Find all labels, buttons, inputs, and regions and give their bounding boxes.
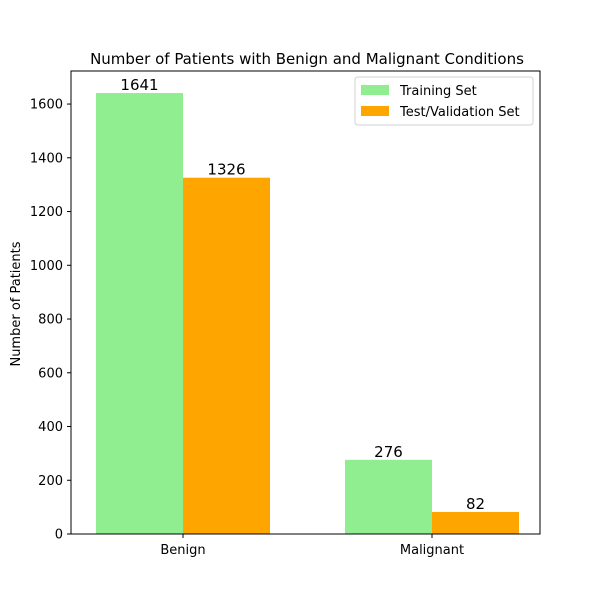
bars-layer	[96, 93, 519, 534]
y-axis-label: Number of Patients	[9, 241, 24, 366]
x-tick-label-1: Malignant	[400, 543, 464, 558]
bar-1-0	[183, 177, 270, 534]
y-tick-label-200: 200	[38, 474, 63, 489]
y-tick-label-1200: 1200	[30, 205, 63, 220]
y-tick-label-800: 800	[38, 313, 63, 328]
x-axis: Benign Malignant	[160, 534, 464, 558]
axes-frame	[70, 70, 541, 535]
bar-1-1	[432, 511, 519, 534]
legend-swatch-training	[361, 85, 389, 95]
y-tick-label-0: 0	[55, 528, 63, 543]
data-label-0-0: 1641	[120, 76, 158, 94]
legend-swatch-test-validation	[361, 106, 389, 116]
legend-label-test-validation: Test/Validation Set	[399, 105, 520, 120]
data-label-0-1: 276	[374, 443, 403, 461]
plot-area: 1641 276 1326 82 0 200 400 600 800 1000 1200 1400 1…	[30, 70, 541, 558]
bar-0-0	[96, 93, 183, 534]
x-tick-label-0: Benign	[160, 543, 205, 558]
y-tick-label-1600: 1600	[30, 98, 63, 113]
data-label-1-1: 82	[466, 495, 485, 513]
chart-title: Number of Patients with Benign and Malig…	[90, 50, 524, 68]
legend: Training Set Test/Validation Set	[354, 76, 534, 126]
y-tick-label-600: 600	[38, 366, 63, 381]
legend-box	[354, 76, 534, 126]
y-axis: 0 200 400 600 800 1000 1200 1400 1600	[30, 98, 71, 543]
data-labels-layer: 1641 276 1326 82	[120, 76, 485, 513]
legend-label-training: Training Set	[399, 84, 477, 99]
bar-0-1	[345, 459, 432, 534]
data-label-1-0: 1326	[207, 161, 245, 179]
y-tick-label-1000: 1000	[30, 259, 63, 274]
y-tick-label-1400: 1400	[30, 151, 63, 166]
y-tick-label-400: 400	[38, 420, 63, 435]
